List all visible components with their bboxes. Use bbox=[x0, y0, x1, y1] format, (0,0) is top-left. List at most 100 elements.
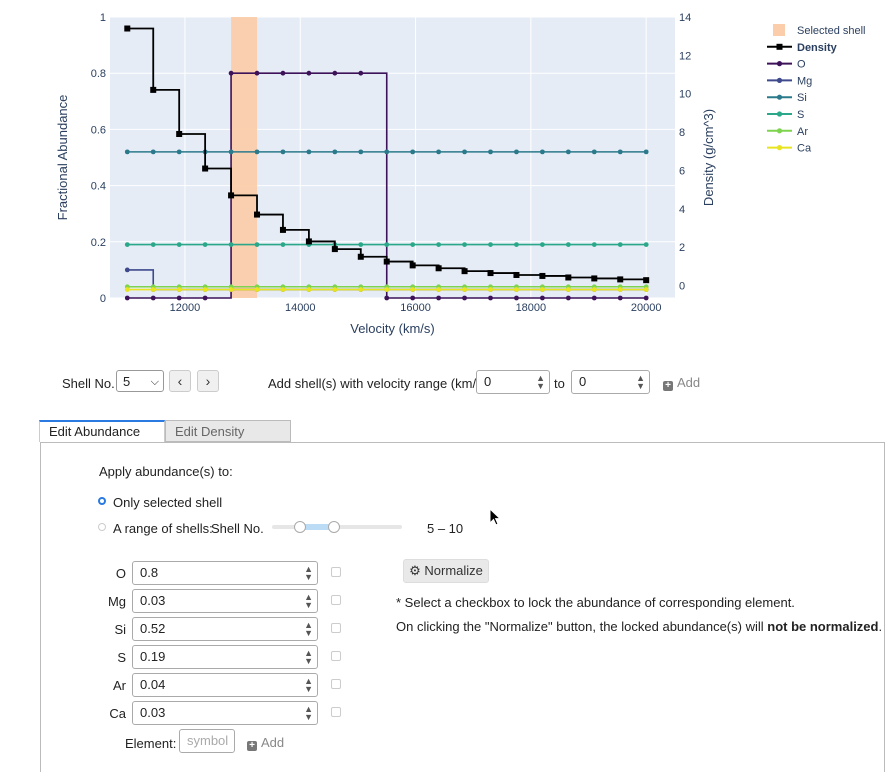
element-name: S bbox=[117, 650, 126, 665]
density-point bbox=[409, 262, 416, 269]
spinner-icon[interactable]: ▲ ▼ bbox=[304, 648, 313, 666]
density-point bbox=[539, 272, 546, 279]
spinner-icon[interactable]: ▲ ▼ bbox=[304, 592, 313, 610]
legend-label: Selected shell bbox=[797, 25, 866, 37]
abundance-input[interactable]: 0.52 ▲ ▼ bbox=[132, 617, 318, 641]
spinner-icon[interactable]: ▲ ▼ bbox=[304, 704, 313, 722]
slider-max-handle[interactable] bbox=[328, 521, 340, 533]
legend-label: Density bbox=[797, 42, 838, 54]
y-tick-label: 0.8 bbox=[91, 68, 106, 80]
normalize-note-end: . bbox=[878, 619, 883, 634]
x-axis-title: Velocity (km/s) bbox=[350, 321, 435, 336]
spinner-icon[interactable]: ▲ ▼ bbox=[636, 373, 645, 391]
legend-marker bbox=[776, 43, 783, 50]
lock-checkbox[interactable] bbox=[331, 707, 341, 717]
series-point-si bbox=[617, 149, 623, 155]
density-point bbox=[565, 274, 572, 281]
slider-min-handle[interactable] bbox=[294, 521, 306, 533]
gear-icon: ⚙ bbox=[409, 563, 421, 578]
element-row: S 0.19 ▲ ▼ bbox=[95, 645, 345, 669]
series-point-o bbox=[436, 295, 442, 301]
range-to-input[interactable]: 0 ▲ ▼ bbox=[571, 370, 650, 394]
shell-range-fill bbox=[300, 524, 334, 530]
abundance-input[interactable]: 0.19 ▲ ▼ bbox=[132, 645, 318, 669]
range-from-value: 0 bbox=[484, 374, 492, 389]
x-tick-label: 12000 bbox=[170, 302, 201, 314]
series-point-s bbox=[643, 242, 649, 248]
series-point-s bbox=[617, 242, 623, 248]
only-selected-radio[interactable] bbox=[98, 497, 106, 505]
series-point-o bbox=[306, 70, 312, 76]
y2-tick-label: 4 bbox=[679, 204, 685, 216]
series-point-s bbox=[202, 242, 208, 248]
shell-select[interactable]: 5 ⌵ bbox=[116, 370, 164, 392]
x-tick-label: 20000 bbox=[631, 302, 662, 314]
range-from-input[interactable]: 0 ▲ ▼ bbox=[476, 370, 550, 394]
series-point-s bbox=[358, 242, 364, 248]
range-to-value: 0 bbox=[579, 374, 587, 389]
legend: Selected shell Density O Mg Si S Ar Ca bbox=[767, 24, 866, 155]
series-point-ca bbox=[539, 287, 545, 292]
series-point-ca bbox=[514, 287, 519, 292]
abundance-input[interactable]: 0.8 ▲ ▼ bbox=[132, 561, 318, 585]
abundance-density-chart: 12000 14000 16000 18000 2000000.20.40.60.810… bbox=[55, 12, 866, 336]
series-point-o bbox=[202, 295, 208, 301]
series-point-si bbox=[358, 149, 364, 155]
series-point-mg bbox=[124, 267, 130, 273]
series-point-si bbox=[591, 149, 597, 155]
series-point-o bbox=[124, 295, 130, 301]
lock-checkbox[interactable] bbox=[331, 623, 341, 633]
series-point-ca bbox=[254, 287, 260, 292]
x-tick-label: 18000 bbox=[516, 302, 547, 314]
series-point-si bbox=[176, 149, 182, 155]
range-shells-radio[interactable] bbox=[98, 523, 106, 531]
series-point-si bbox=[488, 149, 493, 155]
series-point-s bbox=[565, 242, 571, 248]
series-point-ca bbox=[202, 287, 208, 292]
lock-checkbox[interactable] bbox=[331, 651, 341, 661]
add-shell-label: Add bbox=[677, 375, 701, 390]
y2-tick-label: 10 bbox=[679, 89, 691, 101]
prev-shell-button[interactable]: ‹ bbox=[169, 370, 191, 392]
series-point-si bbox=[462, 149, 467, 155]
tab-edit-density[interactable]: Edit Density bbox=[165, 420, 291, 442]
series-point-ca bbox=[410, 287, 416, 292]
series-point-ca bbox=[617, 287, 623, 292]
x-tick-label: 14000 bbox=[285, 302, 316, 314]
legend-marker bbox=[776, 94, 783, 100]
series-point-s bbox=[539, 242, 545, 248]
next-shell-button[interactable]: › bbox=[197, 370, 219, 392]
density-point bbox=[305, 238, 312, 245]
series-point-si bbox=[436, 149, 442, 155]
series-point-si bbox=[228, 149, 234, 155]
abundance-input[interactable]: 0.03 ▲ ▼ bbox=[132, 589, 318, 613]
element-symbol-input[interactable]: symbol bbox=[179, 729, 235, 753]
tab-edit-abundance[interactable]: Edit Abundance bbox=[39, 420, 165, 442]
lock-checkbox[interactable] bbox=[331, 679, 341, 689]
lock-checkbox[interactable] bbox=[331, 567, 341, 577]
abundance-input[interactable]: 0.04 ▲ ▼ bbox=[132, 673, 318, 697]
series-point-si bbox=[280, 149, 286, 155]
lock-checkbox[interactable] bbox=[331, 595, 341, 605]
series-point-o bbox=[228, 70, 234, 76]
series-point-si bbox=[514, 149, 519, 155]
y-tick-label: 0.2 bbox=[91, 237, 106, 249]
selected-shell-band bbox=[231, 17, 258, 298]
y2-tick-label: 6 bbox=[679, 165, 685, 177]
element-name: Mg bbox=[107, 594, 126, 609]
abundance-input[interactable]: 0.03 ▲ ▼ bbox=[132, 701, 318, 725]
normalize-button[interactable]: ⚙ Normalize bbox=[403, 559, 489, 583]
series-point-o bbox=[565, 295, 571, 301]
spinner-icon[interactable]: ▲ ▼ bbox=[304, 676, 313, 694]
add-shell-button[interactable]: + Add bbox=[663, 375, 700, 391]
only-selected-label[interactable]: Only selected shell bbox=[113, 495, 223, 510]
range-shells-label[interactable]: A range of shells: bbox=[113, 521, 213, 536]
add-element-button[interactable]: + Add bbox=[247, 735, 284, 751]
density-point bbox=[331, 246, 338, 253]
y-tick-label: 0 bbox=[100, 293, 106, 305]
series-point-ca bbox=[124, 287, 130, 292]
spinner-icon[interactable]: ▲ ▼ bbox=[304, 564, 313, 582]
legend-label: Ca bbox=[797, 143, 812, 155]
spinner-icon[interactable]: ▲ ▼ bbox=[304, 620, 313, 638]
spinner-icon[interactable]: ▲ ▼ bbox=[536, 373, 545, 391]
